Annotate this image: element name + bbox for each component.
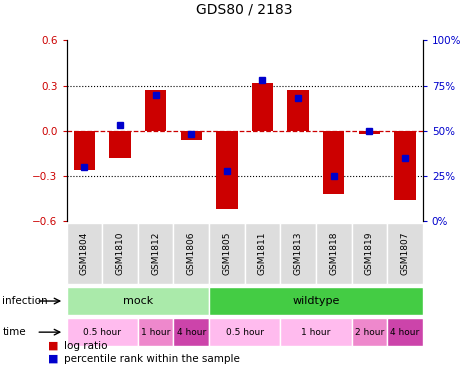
Bar <box>387 223 423 284</box>
Text: GSM1812: GSM1812 <box>151 232 160 275</box>
Text: GSM1806: GSM1806 <box>187 232 196 275</box>
Bar <box>252 83 273 131</box>
Bar <box>173 318 209 346</box>
Bar <box>66 223 102 284</box>
Bar <box>359 131 380 134</box>
Text: log ratio: log ratio <box>64 341 108 351</box>
Text: 1 hour: 1 hour <box>301 328 331 337</box>
Bar <box>287 90 309 131</box>
Text: time: time <box>2 327 26 337</box>
Text: 1 hour: 1 hour <box>141 328 170 337</box>
Text: ■: ■ <box>48 341 58 351</box>
Text: infection: infection <box>2 296 48 306</box>
Bar <box>352 223 387 284</box>
Text: GSM1813: GSM1813 <box>294 232 303 275</box>
Text: percentile rank within the sample: percentile rank within the sample <box>64 354 240 364</box>
Bar <box>352 318 387 346</box>
Bar <box>145 90 166 131</box>
Bar <box>209 287 423 315</box>
Bar <box>387 318 423 346</box>
Bar <box>109 131 131 158</box>
Bar <box>216 131 238 209</box>
Bar <box>66 287 209 315</box>
Bar <box>245 223 280 284</box>
Bar <box>138 318 173 346</box>
Bar <box>209 318 280 346</box>
Text: ■: ■ <box>48 354 58 364</box>
Bar <box>280 318 352 346</box>
Bar <box>180 131 202 140</box>
Text: wildtype: wildtype <box>292 296 340 306</box>
Bar <box>74 131 95 170</box>
Text: 0.5 hour: 0.5 hour <box>226 328 264 337</box>
Bar <box>66 318 138 346</box>
Text: GSM1811: GSM1811 <box>258 232 267 275</box>
Bar <box>173 223 209 284</box>
Text: GSM1805: GSM1805 <box>222 232 231 275</box>
Bar <box>138 223 173 284</box>
Text: GSM1819: GSM1819 <box>365 232 374 275</box>
Text: GSM1807: GSM1807 <box>400 232 409 275</box>
Text: GSM1804: GSM1804 <box>80 232 89 275</box>
Bar <box>102 223 138 284</box>
Bar <box>280 223 316 284</box>
Text: 4 hour: 4 hour <box>177 328 206 337</box>
Text: mock: mock <box>123 296 153 306</box>
Bar <box>316 223 352 284</box>
Bar <box>323 131 344 194</box>
Text: GSM1818: GSM1818 <box>329 232 338 275</box>
Text: GSM1810: GSM1810 <box>115 232 124 275</box>
Bar <box>394 131 416 200</box>
Text: 2 hour: 2 hour <box>355 328 384 337</box>
Text: 0.5 hour: 0.5 hour <box>83 328 121 337</box>
Text: 4 hour: 4 hour <box>390 328 419 337</box>
Bar <box>209 223 245 284</box>
Text: GDS80 / 2183: GDS80 / 2183 <box>196 3 293 16</box>
